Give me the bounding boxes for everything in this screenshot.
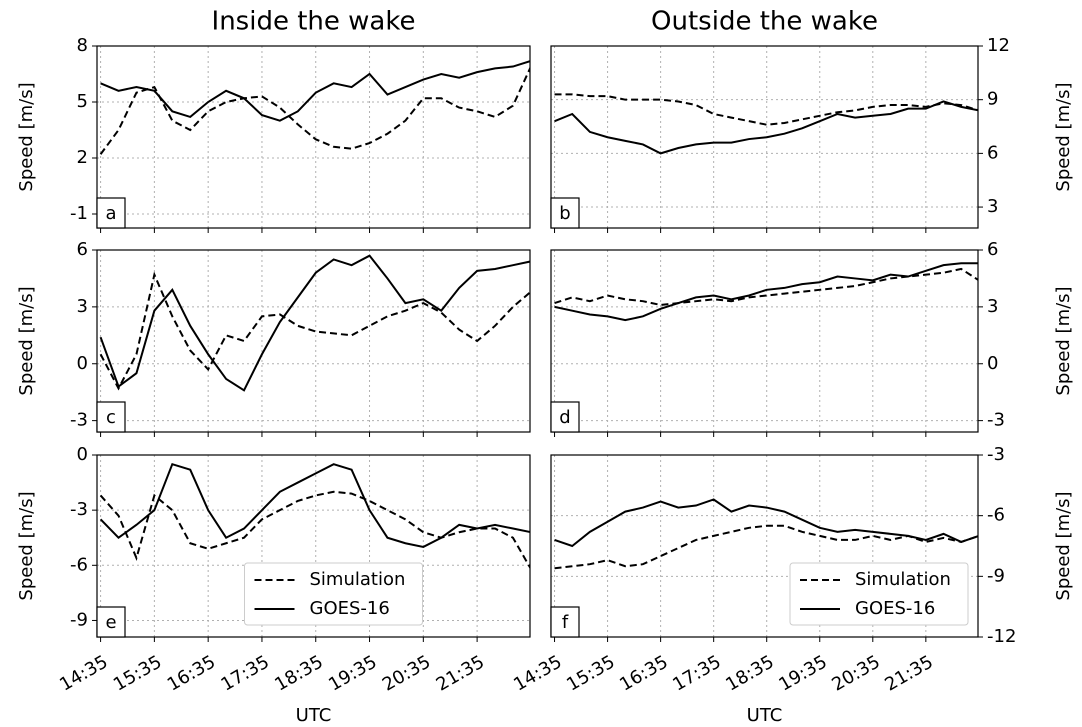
series-line xyxy=(99,254,530,392)
panel-label: e xyxy=(105,612,116,633)
panel-label-box xyxy=(96,197,126,229)
axes-frame xyxy=(550,249,979,433)
series-line xyxy=(99,490,530,570)
y-tick-label: -3 xyxy=(987,410,1005,431)
series-line xyxy=(99,271,530,391)
y-tick-label: 6 xyxy=(77,239,88,260)
panel-title: Inside the wake xyxy=(212,7,416,37)
legend-label: GOES-16 xyxy=(310,598,390,619)
y-tick-label: 2 xyxy=(77,147,88,168)
series-line xyxy=(554,262,978,322)
panel-label-box xyxy=(96,401,126,433)
y-tick-label: 0 xyxy=(77,353,88,374)
panel-label: a xyxy=(105,203,116,224)
x-tick-label: 14:35 xyxy=(510,651,565,695)
series-line xyxy=(554,100,978,155)
panel-label: c xyxy=(106,407,116,428)
series-line xyxy=(554,498,978,548)
axes-frame xyxy=(96,45,531,229)
y-axis-label: Speed [m/s] xyxy=(1053,82,1074,191)
series-line xyxy=(99,462,530,548)
y-tick-label: -3 xyxy=(70,410,88,431)
x-tick-label: 17:35 xyxy=(218,651,273,695)
axes-frame xyxy=(550,45,979,229)
x-tick-label: 15:35 xyxy=(563,651,618,695)
series-line xyxy=(99,66,530,155)
axes-frame xyxy=(96,249,531,433)
x-tick-label: 21:35 xyxy=(881,651,936,695)
y-axis-label: Speed [m/s] xyxy=(16,286,37,395)
panel-label: d xyxy=(559,407,570,428)
x-tick-label: 18:35 xyxy=(271,651,326,695)
y-tick-label: -12 xyxy=(987,626,1016,647)
y-axis-label: Speed [m/s] xyxy=(16,491,37,600)
x-tick-label: 18:35 xyxy=(722,651,777,695)
y-tick-label: -9 xyxy=(70,609,88,630)
series-line xyxy=(100,60,530,122)
y-axis-label: Speed [m/s] xyxy=(16,82,37,191)
x-tick-label: 14:35 xyxy=(56,651,111,695)
y-tick-label: -6 xyxy=(70,554,88,575)
y-tick-label: 8 xyxy=(77,35,88,56)
axes-frame xyxy=(550,454,979,638)
x-tick-label: 15:35 xyxy=(110,651,165,695)
y-tick-label: 3 xyxy=(987,296,998,317)
y-tick-label: 3 xyxy=(77,296,88,317)
y-axis-label: Speed [m/s] xyxy=(1053,286,1074,395)
y-tick-label: 3 xyxy=(987,196,998,217)
x-tick-label: 16:35 xyxy=(616,651,671,695)
y-tick-label: -6 xyxy=(987,505,1005,526)
x-tick-label: 19:35 xyxy=(325,651,380,695)
axes-frame xyxy=(96,454,531,638)
y-tick-label: 6 xyxy=(987,239,998,260)
x-tick-label: 20:35 xyxy=(828,651,883,695)
legend-label: Simulation xyxy=(855,569,951,590)
panel-label-box xyxy=(550,401,580,433)
y-tick-label: -3 xyxy=(70,499,88,520)
x-tick-label: 19:35 xyxy=(775,651,830,695)
y-tick-label: -1 xyxy=(70,203,88,224)
y-tick-label: 0 xyxy=(77,444,88,465)
panel-title: Outside the wake xyxy=(651,7,878,37)
panel-label-box xyxy=(550,606,580,638)
y-tick-label: 12 xyxy=(987,35,1010,56)
y-tick-label: 0 xyxy=(987,353,998,374)
legend-label: GOES-16 xyxy=(855,598,935,619)
panel-label-box xyxy=(96,606,126,638)
x-axis-label: UTC xyxy=(747,705,783,726)
legend-label: Simulation xyxy=(310,569,406,590)
x-axis-label: UTC xyxy=(296,705,332,726)
x-tick-label: 16:35 xyxy=(164,651,219,695)
x-tick-label: 21:35 xyxy=(433,651,488,695)
series-line xyxy=(554,93,978,126)
y-tick-label: 6 xyxy=(987,142,998,163)
y-tick-label: -9 xyxy=(987,565,1005,586)
panel-label: b xyxy=(559,203,570,224)
y-axis-label: Speed [m/s] xyxy=(1053,491,1074,600)
y-tick-label: 5 xyxy=(77,91,88,112)
x-tick-label: 20:35 xyxy=(379,651,434,695)
y-tick-label: 9 xyxy=(987,89,998,110)
y-tick-label: -3 xyxy=(987,444,1005,465)
panel-label-box xyxy=(550,197,580,229)
x-tick-label: 17:35 xyxy=(669,651,724,695)
panel-label: f xyxy=(562,612,569,633)
